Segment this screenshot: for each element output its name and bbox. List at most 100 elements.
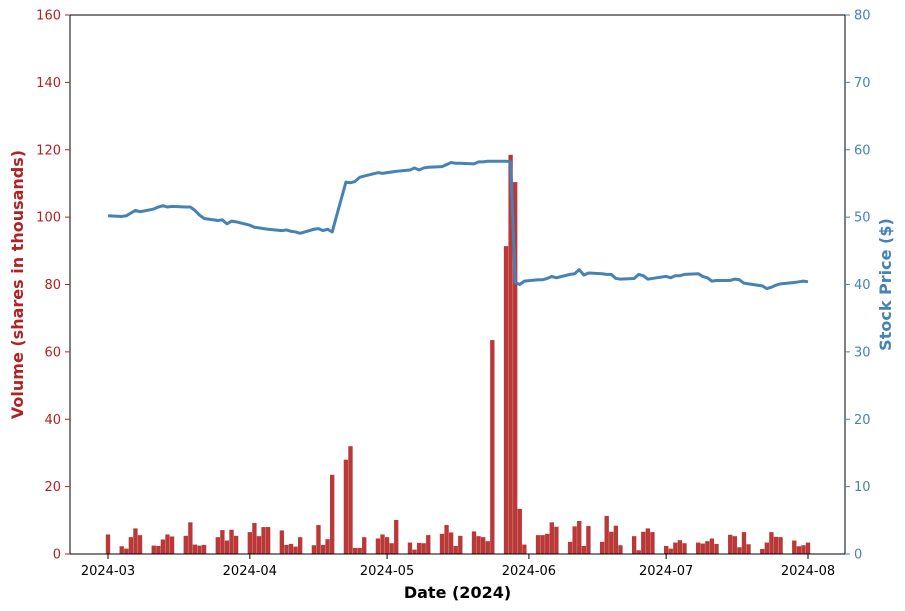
volume-bar bbox=[357, 547, 362, 554]
volume-bar bbox=[480, 537, 486, 554]
volume-bar bbox=[760, 548, 765, 554]
x-axis: 2024-03 2024-04 2024-05 2024-06 2024-07 2024-… bbox=[81, 554, 835, 579]
right-tick-label: 0 bbox=[854, 548, 862, 563]
volume-bar bbox=[375, 538, 381, 554]
volume-bar bbox=[677, 540, 683, 554]
volume-bar bbox=[288, 543, 294, 554]
volume-bar bbox=[220, 530, 225, 554]
x-tick-label: 2024-05 bbox=[360, 564, 414, 579]
volume-bar bbox=[792, 540, 797, 554]
volume-bar bbox=[201, 544, 207, 554]
left-tick-label: 100 bbox=[36, 211, 61, 226]
volume-bar bbox=[490, 340, 495, 554]
price-line bbox=[107, 159, 809, 291]
volume-bar bbox=[265, 527, 271, 554]
volume-bar bbox=[215, 537, 220, 554]
volume-bar bbox=[330, 474, 335, 554]
volume-bar bbox=[105, 534, 111, 554]
volume-bar bbox=[714, 543, 719, 554]
volume-bar bbox=[728, 534, 733, 554]
volume-bar bbox=[197, 545, 202, 554]
volume-bar bbox=[554, 526, 559, 554]
volume-bar bbox=[293, 546, 298, 554]
volume-bar bbox=[320, 544, 326, 554]
volume-bar bbox=[348, 446, 353, 554]
x-tick-label: 2024-03 bbox=[81, 564, 135, 579]
volume-bar bbox=[746, 544, 751, 554]
volume-bar bbox=[444, 525, 449, 554]
left-tick-label: 20 bbox=[44, 480, 61, 495]
volume-bar bbox=[773, 536, 779, 554]
volume-bar bbox=[769, 532, 774, 554]
volume-bar bbox=[549, 522, 554, 554]
volume-bar bbox=[540, 535, 545, 554]
volume-bar bbox=[650, 532, 655, 554]
volume-bar bbox=[581, 545, 586, 554]
x-tick-label: 2024-08 bbox=[781, 564, 835, 579]
volume-bar bbox=[604, 515, 609, 554]
left-tick-label: 0 bbox=[53, 548, 61, 563]
volume-bar bbox=[458, 535, 463, 554]
volume-bar bbox=[448, 532, 454, 554]
volume-bar bbox=[229, 529, 234, 554]
volume-bar bbox=[522, 544, 527, 554]
volume-bar bbox=[709, 538, 715, 554]
volume-bar bbox=[613, 525, 619, 554]
volume-bar bbox=[696, 542, 701, 554]
volume-bar bbox=[394, 519, 399, 554]
volume-bar bbox=[700, 543, 705, 554]
volume-bar bbox=[645, 528, 651, 554]
right-tick-label: 30 bbox=[854, 345, 871, 360]
volume-bar bbox=[119, 546, 124, 554]
volume-bar bbox=[256, 536, 262, 554]
volume-bar bbox=[343, 459, 349, 554]
volume-bar bbox=[261, 527, 266, 554]
volume-bar bbox=[641, 531, 646, 554]
right-tick-label: 60 bbox=[854, 143, 871, 158]
volume-bar bbox=[471, 531, 477, 554]
left-axis-title: Volume (shares in thousands) bbox=[8, 150, 27, 419]
volume-bar bbox=[156, 545, 161, 554]
left-tick-label: 120 bbox=[36, 143, 61, 158]
volume-bar bbox=[636, 550, 641, 554]
volume-bar bbox=[233, 535, 239, 554]
volume-bar bbox=[764, 542, 769, 554]
volume-bar bbox=[416, 542, 422, 554]
left-tick-label: 80 bbox=[44, 278, 61, 293]
volume-bar bbox=[316, 525, 321, 554]
volume-bar bbox=[169, 536, 175, 554]
volume-bar bbox=[599, 541, 605, 554]
volume-bar bbox=[609, 531, 614, 554]
volume-bar bbox=[224, 540, 230, 554]
volume-bar bbox=[384, 537, 390, 554]
volume-bar bbox=[188, 522, 193, 554]
volume-bar bbox=[796, 546, 802, 554]
volume-bar bbox=[705, 541, 710, 554]
volume-bar bbox=[183, 535, 188, 554]
right-axis-title: Stock Price ($) bbox=[876, 218, 895, 351]
volume-bar bbox=[476, 536, 481, 554]
volume-bar bbox=[586, 526, 591, 554]
volume-bar bbox=[426, 535, 431, 554]
right-tick-label: 70 bbox=[854, 76, 871, 91]
volume-bar bbox=[252, 523, 257, 554]
volume-bar bbox=[151, 545, 156, 554]
volume-bar bbox=[165, 534, 170, 554]
volume-bar bbox=[805, 542, 811, 554]
x-tick-label: 2024-07 bbox=[639, 564, 693, 579]
volume-bar bbox=[503, 246, 509, 554]
volume-bar bbox=[572, 526, 577, 554]
volume-bar bbox=[732, 536, 737, 554]
volume-bar bbox=[485, 541, 490, 554]
volume-bar bbox=[279, 530, 285, 554]
right-axis: 0 10 20 30 40 50 60 70 80 bbox=[845, 9, 871, 563]
right-tick-label: 10 bbox=[854, 480, 871, 495]
volume-bar bbox=[737, 547, 742, 554]
volume-bar bbox=[577, 520, 582, 554]
left-tick-label: 40 bbox=[44, 413, 61, 428]
right-tick-label: 50 bbox=[854, 211, 871, 226]
volume-bar bbox=[668, 548, 673, 554]
volume-bar bbox=[389, 543, 394, 554]
volume-bar bbox=[128, 537, 134, 554]
volume-bar bbox=[284, 544, 289, 554]
